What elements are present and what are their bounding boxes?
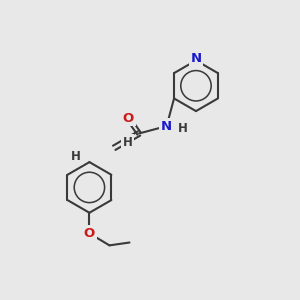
Text: H: H [71, 150, 81, 163]
Text: O: O [123, 112, 134, 125]
Text: H: H [122, 136, 132, 149]
Text: N: N [190, 52, 202, 65]
Text: H: H [178, 122, 188, 135]
Text: O: O [84, 227, 95, 240]
Text: N: N [161, 120, 172, 133]
